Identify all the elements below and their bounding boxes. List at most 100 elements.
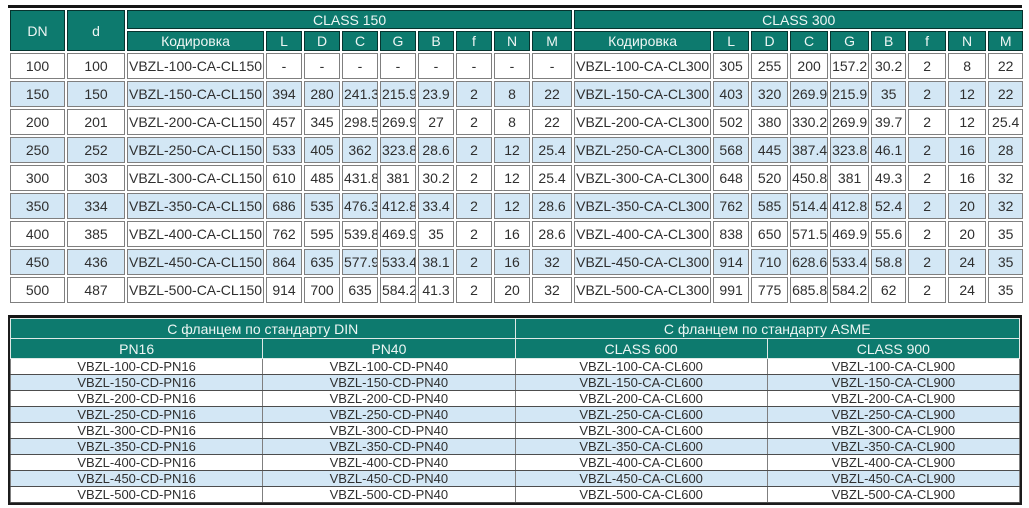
cell-code-cl300: VBZL-100-CA-CL300	[574, 53, 712, 79]
cell-n-cl150: 8	[494, 109, 530, 135]
cell-d: 303	[67, 165, 125, 191]
cell-code-cl150: VBZL-150-CA-CL150	[127, 81, 264, 107]
cell-c-cl150: 241.3	[342, 81, 378, 107]
table-row: 300 303 VBZL-300-CA-CL150 610 485 431.8 …	[10, 165, 1024, 191]
table-row: VBZL-300-CD-PN16 VBZL-300-CD-PN40 VBZL-3…	[9, 422, 1021, 439]
cell-d-cl150: 595	[304, 221, 340, 247]
cell-f-cl150: -	[456, 53, 492, 79]
cell-l-cl300: 305	[713, 53, 750, 79]
cell-m-cl300: 25.4	[988, 109, 1024, 135]
table-row: 100 100 VBZL-100-CA-CL150 - - - - - - - …	[10, 53, 1024, 79]
cell-l-cl150: -	[266, 53, 302, 79]
cell-code-cl600: VBZL-200-CA-CL600	[514, 390, 768, 407]
cell-code-cl600: VBZL-400-CA-CL600	[514, 454, 768, 471]
cell-code-pn16: VBZL-300-CD-PN16	[9, 422, 264, 439]
cell-f-cl300: 2	[908, 81, 947, 107]
col-header-dn: DN	[10, 10, 65, 51]
cell-l-cl300: 502	[713, 109, 750, 135]
col-header-m-300: M	[988, 31, 1024, 51]
table-row: VBZL-350-CD-PN16 VBZL-350-CD-PN40 VBZL-3…	[9, 438, 1021, 455]
cell-d-cl150: 635	[304, 249, 340, 275]
cell-dn: 450	[10, 249, 65, 275]
cell-b-cl300: 58.8	[871, 249, 907, 275]
cell-n-cl300: 24	[948, 277, 987, 303]
cell-code-cl600: VBZL-350-CA-CL600	[514, 438, 768, 455]
cell-m-cl300: 22	[988, 81, 1024, 107]
cell-code-cl900: VBZL-400-CA-CL900	[766, 454, 1021, 471]
cell-d: 100	[67, 53, 125, 79]
cell-m-cl300: 32	[988, 165, 1024, 191]
cell-l-cl150: 914	[266, 277, 302, 303]
cell-b-cl300: 30.2	[871, 53, 907, 79]
cell-code-cl150: VBZL-400-CA-CL150	[127, 221, 264, 247]
cell-b-cl300: 35	[871, 81, 907, 107]
col-header-code-300: Кодировка	[574, 31, 712, 51]
cell-f-cl300: 2	[908, 109, 947, 135]
cell-code-cl600: VBZL-500-CA-CL600	[514, 486, 768, 503]
cell-m-cl300: 35	[988, 277, 1024, 303]
cell-m-cl300: 32	[988, 193, 1024, 219]
flange-sub-header-row: PN16 PN40 CLASS 600 CLASS 900	[9, 338, 1021, 359]
cell-l-cl150: 394	[266, 81, 302, 107]
cell-m-cl150: 32	[532, 277, 573, 303]
cell-c-cl300: 571.5	[790, 221, 829, 247]
col-header-c-300: C	[790, 31, 829, 51]
cell-dn: 250	[10, 137, 65, 163]
cell-m-cl150: 22	[532, 81, 573, 107]
cell-d-cl150: 280	[304, 81, 340, 107]
cell-g-cl150: 469.9	[380, 221, 416, 247]
cell-code-pn16: VBZL-450-CD-PN16	[9, 470, 264, 487]
cell-f-cl300: 2	[908, 165, 947, 191]
cell-n-cl300: 16	[948, 137, 987, 163]
cell-f-cl300: 2	[908, 277, 947, 303]
cell-code-pn16: VBZL-150-CD-PN16	[9, 374, 264, 391]
table-row: VBZL-250-CD-PN16 VBZL-250-CD-PN40 VBZL-2…	[9, 406, 1021, 423]
table-row: VBZL-500-CD-PN16 VBZL-500-CD-PN40 VBZL-5…	[9, 486, 1021, 503]
col-header-g-300: G	[830, 31, 870, 51]
cell-l-cl150: 533	[266, 137, 302, 163]
cell-code-cl600: VBZL-150-CA-CL600	[514, 374, 768, 391]
table-row: VBZL-150-CD-PN16 VBZL-150-CD-PN40 VBZL-1…	[9, 374, 1021, 391]
cell-code-cl150: VBZL-200-CA-CL150	[127, 109, 264, 135]
cell-code-cl900: VBZL-250-CA-CL900	[766, 406, 1021, 423]
cell-l-cl150: 686	[266, 193, 302, 219]
cell-code-cl300: VBZL-400-CA-CL300	[574, 221, 712, 247]
flange-codes-table-wrapper: С фланцем по стандарту DIN С фланцем по …	[8, 315, 1022, 505]
cell-m-cl150: -	[532, 53, 573, 79]
cell-b-cl150: 30.2	[418, 165, 454, 191]
cell-c-cl300: 628.6	[790, 249, 829, 275]
cell-l-cl150: 864	[266, 249, 302, 275]
cell-c-cl150: 476.3	[342, 193, 378, 219]
cell-code-pn40: VBZL-100-CD-PN40	[262, 358, 516, 375]
cell-l-cl300: 838	[713, 221, 750, 247]
table-row: VBZL-400-CD-PN16 VBZL-400-CD-PN40 VBZL-4…	[9, 454, 1021, 471]
cell-dn: 400	[10, 221, 65, 247]
cell-m-cl150: 28.6	[532, 193, 573, 219]
cell-f-cl300: 2	[908, 53, 947, 79]
table-row: 250 252 VBZL-250-CA-CL150 533 405 362 32…	[10, 137, 1024, 163]
cell-f-cl150: 2	[456, 81, 492, 107]
cell-d: 201	[67, 109, 125, 135]
cell-dn: 500	[10, 277, 65, 303]
cell-b-cl150: 28.6	[418, 137, 454, 163]
cell-f-cl150: 2	[456, 249, 492, 275]
cell-code-cl300: VBZL-350-CA-CL300	[574, 193, 712, 219]
cell-code-pn40: VBZL-450-CD-PN40	[262, 470, 516, 487]
cell-l-cl150: 762	[266, 221, 302, 247]
cell-code-cl900: VBZL-450-CA-CL900	[766, 470, 1021, 487]
cell-n-cl150: 20	[494, 277, 530, 303]
col-header-f-300: f	[908, 31, 947, 51]
cell-g-cl300: 323.8	[830, 137, 870, 163]
dimensions-table: DN d CLASS 150 CLASS 300 Кодировка L D C…	[8, 8, 1026, 305]
cell-d-cl150: 535	[304, 193, 340, 219]
cell-m-cl150: 22	[532, 109, 573, 135]
cell-m-cl150: 28.6	[532, 221, 573, 247]
cell-f-cl300: 2	[908, 221, 947, 247]
cell-m-cl150: 32	[532, 249, 573, 275]
col-header-b-150: B	[418, 31, 454, 51]
cell-d-cl150: 405	[304, 137, 340, 163]
cell-n-cl300: 12	[948, 81, 987, 107]
group-header-class300: CLASS 300	[574, 10, 1024, 29]
cell-code-cl150: VBZL-500-CA-CL150	[127, 277, 264, 303]
cell-code-pn40: VBZL-350-CD-PN40	[262, 438, 516, 455]
